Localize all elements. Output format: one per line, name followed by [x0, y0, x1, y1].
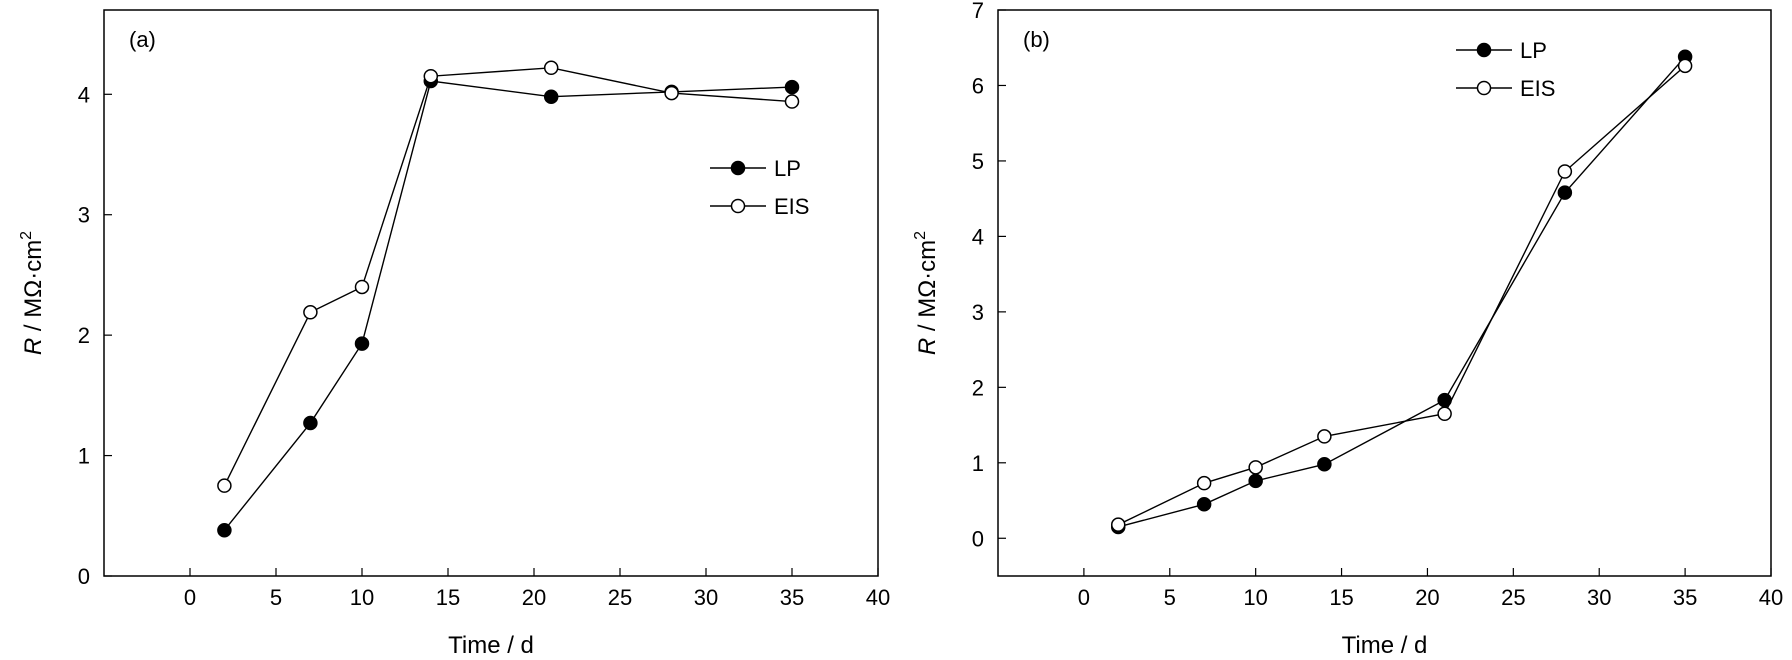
data-point-lp — [1317, 457, 1332, 472]
legend-marker-eis — [730, 198, 746, 214]
data-point-eis — [664, 85, 679, 101]
y-axis-label-unit: / MΩ·cm — [914, 240, 941, 338]
panel-label: (a) — [129, 27, 156, 52]
y-tick-label: 1 — [972, 451, 984, 476]
y-tick-label: 3 — [78, 203, 90, 228]
y-axis-label: R / MΩ·cm2 — [18, 231, 47, 355]
y-tick-label: 2 — [972, 375, 984, 400]
y-tick-label: 1 — [78, 444, 90, 469]
legend-marker-lp — [730, 160, 746, 176]
y-axis-label-superscript: 2 — [18, 231, 35, 240]
y-tick-label: 3 — [972, 300, 984, 325]
y-tick-label: 4 — [78, 82, 90, 107]
x-tick-label: 20 — [1415, 585, 1439, 610]
x-axis-label: Time / d — [448, 632, 534, 659]
y-tick-label: 0 — [972, 526, 984, 551]
y-tick-label: 5 — [972, 149, 984, 174]
x-tick-label: 0 — [184, 585, 196, 610]
panel-label: (b) — [1023, 27, 1050, 52]
data-point-lp — [784, 79, 800, 95]
x-tick-label: 10 — [1243, 585, 1267, 610]
legend-label-lp: LP — [774, 156, 801, 181]
x-tick-label: 30 — [1587, 585, 1611, 610]
plot-frame — [103, 9, 879, 577]
plot-frame — [997, 9, 1772, 577]
y-tick-label: 7 — [972, 0, 984, 23]
y-axis-label-superscript: 2 — [912, 231, 929, 240]
x-tick-label: 0 — [1078, 585, 1090, 610]
data-point-lp — [303, 415, 318, 431]
x-tick-label: 25 — [1501, 585, 1525, 610]
x-tick-label: 40 — [1759, 585, 1783, 610]
data-point-lp — [543, 89, 559, 104]
x-tick-label: 5 — [270, 585, 282, 610]
y-tick-label: 2 — [78, 323, 90, 348]
data-point-eis — [303, 305, 318, 320]
y-axis-label-symbol: R — [914, 338, 941, 355]
series-line-eis — [1117, 65, 1686, 526]
data-point-lp — [1557, 185, 1573, 200]
data-point-eis — [1437, 406, 1452, 421]
x-axis-label: Time / d — [1342, 632, 1428, 659]
data-point-eis — [1677, 58, 1693, 74]
data-point-lp — [1248, 473, 1263, 489]
data-point-eis — [423, 68, 439, 84]
y-axis-label-symbol: R — [20, 338, 47, 355]
y-axis-label-unit: / MΩ·cm — [20, 240, 47, 338]
x-tick-label: 35 — [780, 585, 804, 610]
y-axis-label: R / MΩ·cm2 — [912, 231, 941, 355]
x-tick-label: 35 — [1673, 585, 1697, 610]
data-point-lp — [354, 336, 370, 351]
x-tick-label: 20 — [522, 585, 546, 610]
data-point-eis — [784, 94, 800, 109]
data-point-eis — [1248, 460, 1263, 475]
data-point-lp — [217, 522, 232, 538]
data-point-eis — [217, 478, 232, 493]
y-tick-label: 6 — [972, 73, 984, 98]
y-tick-label: 4 — [972, 224, 984, 249]
data-point-lp — [1196, 497, 1212, 512]
x-tick-label: 30 — [694, 585, 718, 610]
data-point-eis — [1557, 164, 1573, 179]
x-tick-label: 15 — [436, 585, 460, 610]
data-point-eis — [1196, 475, 1212, 491]
data-point-eis — [354, 279, 370, 295]
x-tick-label: 10 — [350, 585, 374, 610]
x-tick-label: 25 — [608, 585, 632, 610]
y-tick-label: 0 — [78, 564, 90, 589]
x-tick-label: 40 — [866, 585, 890, 610]
data-point-eis — [1317, 429, 1332, 444]
legend-marker-lp — [1476, 42, 1492, 58]
legend-label-eis: EIS — [774, 194, 809, 219]
legend-label-eis: EIS — [1520, 76, 1555, 101]
data-point-eis — [543, 60, 559, 76]
legend-label-lp: LP — [1520, 38, 1547, 63]
series-line-lp — [1118, 56, 1686, 528]
legend-marker-eis — [1476, 80, 1492, 96]
x-tick-label: 5 — [1164, 585, 1176, 610]
data-point-eis — [1110, 517, 1126, 532]
x-tick-label: 15 — [1329, 585, 1353, 610]
chart-b: 0 5 10 15 20 25 30 35 40 0 1 2 3 4 5 6 7 Time / d R / MΩ·c… — [912, 0, 1783, 659]
